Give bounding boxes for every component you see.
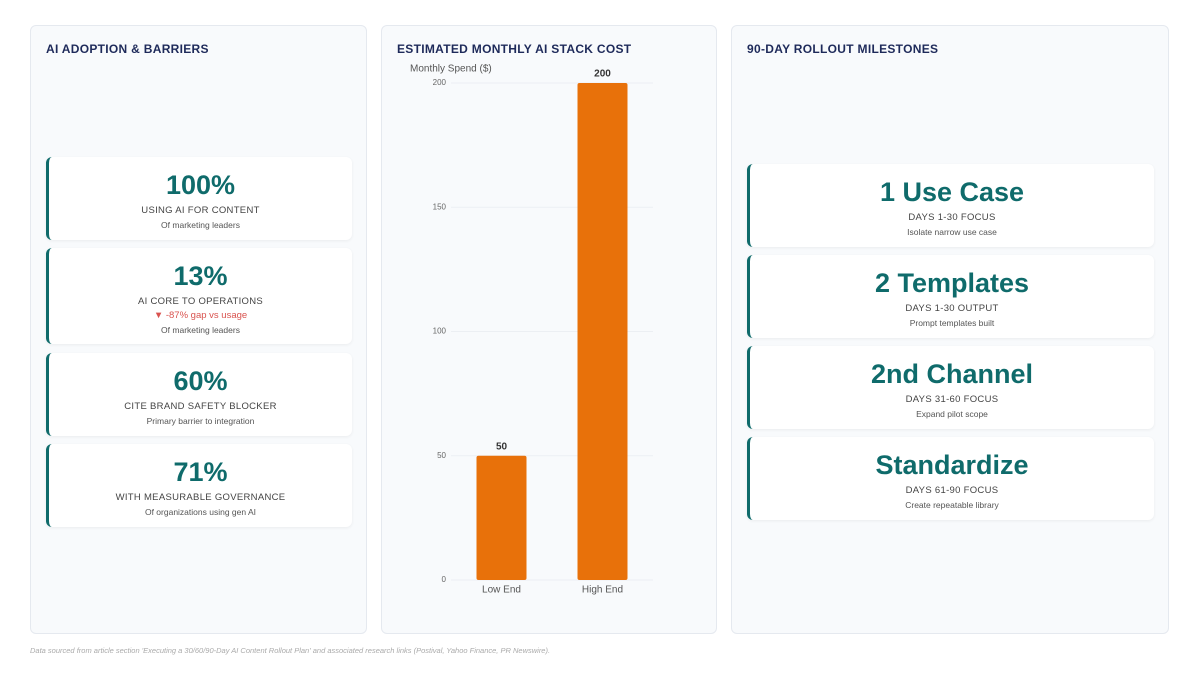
footer: Data sourced from article section 'Execu… bbox=[30, 646, 551, 655]
kpi-value: 100% bbox=[165, 170, 236, 200]
kpi-label: AI CORE TO OPERATIONS bbox=[137, 296, 264, 307]
y-axis-label: Monthly Spend ($) bbox=[410, 64, 492, 75]
kpi-label: DAYS 1-30 OUTPUT bbox=[905, 303, 999, 314]
y-tick-label: 0 bbox=[442, 575, 447, 584]
kpi-label: DAYS 31-60 FOCUS bbox=[905, 394, 999, 405]
kpi-value: Standardize bbox=[875, 450, 1029, 480]
kpi-label: DAYS 61-90 FOCUS bbox=[905, 485, 999, 496]
kpi-note: Of marketing leaders bbox=[161, 220, 240, 230]
kpi-label: WITH MEASURABLE GOVERNANCE bbox=[115, 492, 286, 503]
kpi-value: 71% bbox=[173, 457, 228, 487]
data-label: 200 bbox=[594, 69, 611, 80]
kpi-note: Create repeatable library bbox=[905, 500, 999, 510]
kpi-label: CITE BRAND SAFETY BLOCKER bbox=[124, 401, 277, 412]
kpi-label: USING AI FOR CONTENT bbox=[141, 205, 260, 216]
kpi-card: 2nd Channel DAYS 31-60 FOCUS Expand pilot … bbox=[747, 346, 1154, 429]
kpi-value: 2nd Channel bbox=[870, 359, 1033, 389]
kpi-note: Of marketing leaders bbox=[161, 325, 240, 335]
bar bbox=[577, 83, 628, 580]
kpi-note: Expand pilot scope bbox=[916, 409, 988, 419]
y-tick-label: 50 bbox=[437, 451, 446, 460]
y-tick-label: 100 bbox=[433, 327, 447, 336]
chart: Monthly Spend ($) 0 50 100 150 200 Low End 50 H… bbox=[410, 64, 653, 596]
panel-title: AI ADOPTION & BARRIERS bbox=[46, 42, 209, 56]
kpi-note: Primary barrier to integration bbox=[146, 416, 255, 426]
kpi-value: 1 Use Case bbox=[879, 177, 1025, 207]
milestones-panel: 90-DAY ROLLOUT MILESTONES 1 Use Case DAYS… bbox=[731, 25, 1169, 634]
kpi-note: Isolate narrow use case bbox=[907, 227, 997, 237]
kpi-card: 1 Use Case DAYS 1-30 FOCUS Isolate narrow … bbox=[747, 164, 1154, 247]
y-tick-label: 200 bbox=[433, 78, 447, 87]
kpi-card: Standardize DAYS 61-90 FOCUS Create repeat… bbox=[747, 437, 1154, 520]
kpi-value: 60% bbox=[173, 366, 228, 396]
y-tick-label: 150 bbox=[433, 202, 447, 211]
panel-title: ESTIMATED MONTHLY AI STACK COST bbox=[397, 42, 632, 56]
kpi-note: Prompt templates built bbox=[909, 318, 995, 328]
adoption-panel: AI ADOPTION & BARRIERS 100% USING AI FOR … bbox=[30, 25, 367, 634]
kpi-card: 60% CITE BRAND SAFETY BLOCKER Primary barr… bbox=[46, 353, 352, 436]
kpi-delta: ▼ -87% gap vs usage bbox=[153, 310, 248, 321]
kpi-card: 2 Templates DAYS 1-30 OUTPUT Prompt templa… bbox=[747, 255, 1154, 338]
data-label: 50 bbox=[496, 441, 508, 452]
kpi-card: 13% AI CORE TO OPERATIONS ▼ -87% gap vs us… bbox=[46, 248, 352, 344]
chart-panel: ESTIMATED MONTHLY AI STACK COST Monthly … bbox=[381, 25, 717, 634]
x-tick-label: Low End bbox=[482, 585, 521, 596]
kpi-value: 13% bbox=[173, 261, 228, 291]
kpi-label: DAYS 1-30 FOCUS bbox=[908, 212, 996, 223]
kpi-value: 2 Templates bbox=[874, 268, 1030, 298]
kpi-card: 71% WITH MEASURABLE GOVERNANCE Of organiza… bbox=[46, 444, 352, 527]
kpi-note: Of organizations using gen AI bbox=[144, 507, 257, 517]
kpi-card: 100% USING AI FOR CONTENT Of marketing lea… bbox=[46, 157, 352, 240]
panel-title: 90-DAY ROLLOUT MILESTONES bbox=[747, 42, 939, 56]
bar bbox=[476, 455, 527, 580]
x-tick-label: High End bbox=[582, 585, 623, 596]
